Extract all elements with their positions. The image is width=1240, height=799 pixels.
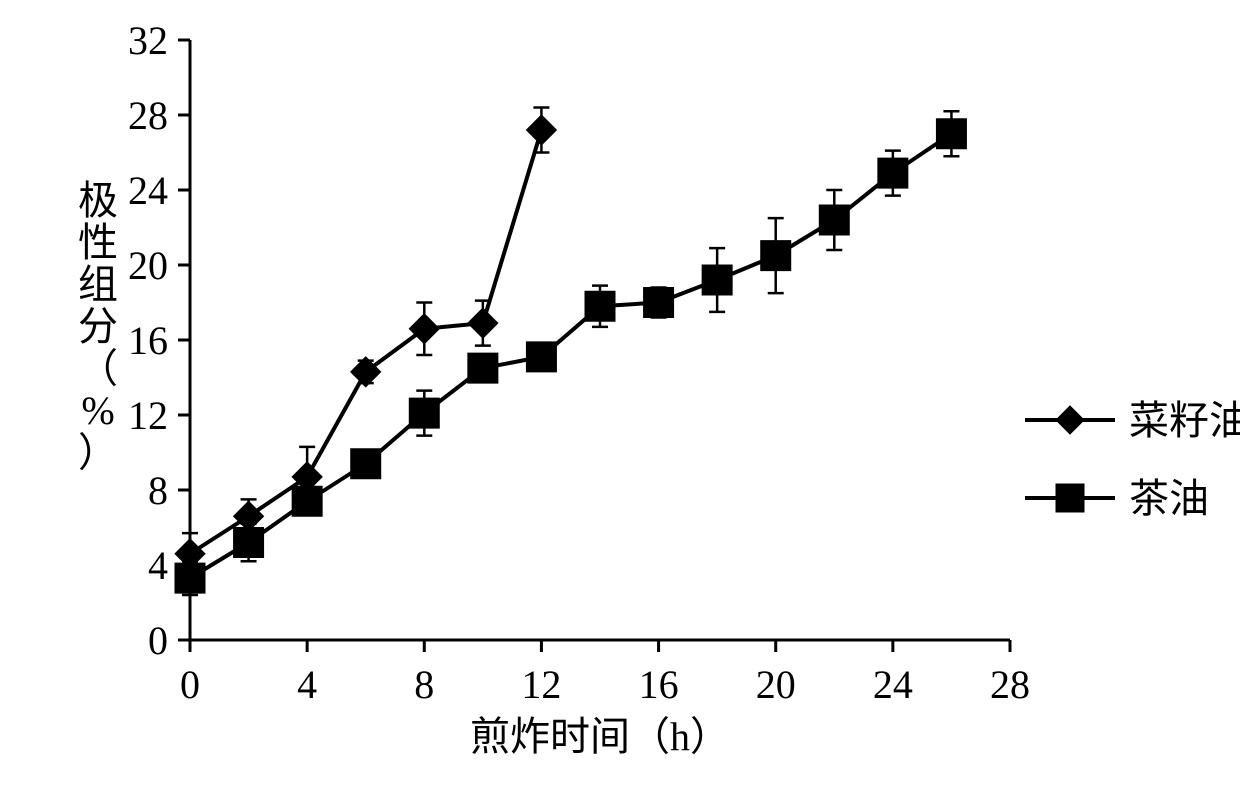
x-tick-label: 0 <box>180 662 200 707</box>
x-tick-label: 12 <box>521 662 561 707</box>
square-marker <box>351 449 381 479</box>
x-tick-label: 4 <box>297 662 317 707</box>
square-marker <box>644 288 674 318</box>
square-marker <box>585 291 615 321</box>
square-marker <box>819 205 849 235</box>
square-marker <box>234 528 264 558</box>
x-tick-label: 28 <box>990 662 1030 707</box>
x-tick-label: 24 <box>873 662 913 707</box>
y-tick-label: 0 <box>148 618 168 663</box>
diamond-marker <box>351 357 381 387</box>
square-marker <box>292 486 322 516</box>
diamond-marker <box>526 115 556 145</box>
square-marker <box>409 398 439 428</box>
diamond-marker <box>1056 406 1084 434</box>
square-marker <box>761 241 791 271</box>
legend-label: 菜籽油 <box>1129 398 1240 443</box>
square-marker <box>878 158 908 188</box>
y-tick-label: 24 <box>128 168 168 213</box>
y-tick-label: 12 <box>128 393 168 438</box>
square-marker <box>468 353 498 383</box>
y-tick-label: 20 <box>128 243 168 288</box>
x-tick-label: 20 <box>756 662 796 707</box>
square-marker <box>175 563 205 593</box>
y-tick-label: 4 <box>148 543 168 588</box>
square-marker <box>1056 484 1084 512</box>
diamond-marker <box>468 308 498 338</box>
legend-label: 茶油 <box>1129 476 1209 521</box>
series-line <box>190 130 541 554</box>
square-marker <box>702 265 732 295</box>
y-tick-label: 28 <box>128 93 168 138</box>
x-tick-label: 8 <box>414 662 434 707</box>
x-axis-label: 煎炸时间（h） <box>470 714 730 759</box>
y-tick-label: 8 <box>148 468 168 513</box>
diamond-marker <box>409 314 439 344</box>
y-tick-label: 16 <box>128 318 168 363</box>
x-tick-label: 16 <box>639 662 679 707</box>
y-tick-label: 32 <box>128 18 168 63</box>
y-axis-label: 极性组分（%） <box>78 178 118 475</box>
square-marker <box>526 342 556 372</box>
square-marker <box>936 119 966 149</box>
line-chart: 0 4 8 12 16 20 24 28 0 4 8 12 16 20 24 28 32 煎炸时间（h） 极性组分（… <box>0 0 1240 799</box>
